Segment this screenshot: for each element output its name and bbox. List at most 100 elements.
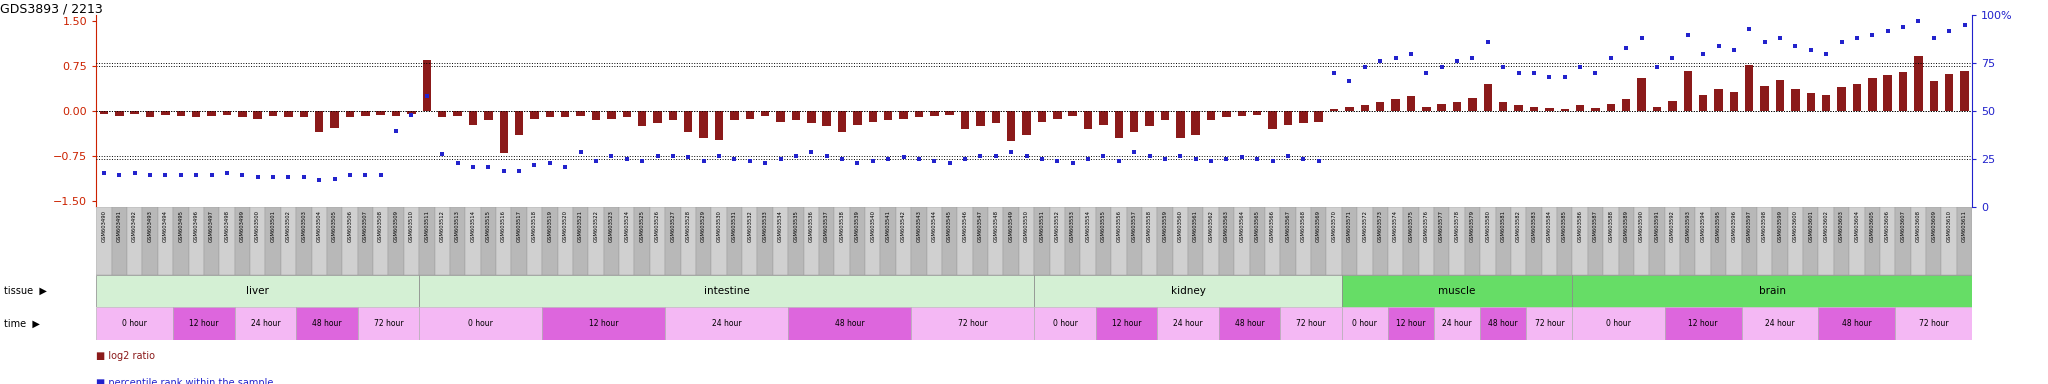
Point bbox=[164, 172, 197, 178]
Point bbox=[1149, 156, 1182, 162]
Bar bbox=[207, 111, 215, 116]
Text: GSM603539: GSM603539 bbox=[854, 210, 860, 242]
Point bbox=[1040, 158, 1073, 164]
Bar bbox=[1358, 207, 1372, 275]
Bar bbox=[469, 111, 477, 124]
Text: GSM603556: GSM603556 bbox=[1116, 210, 1122, 242]
Point bbox=[272, 174, 305, 180]
Point bbox=[764, 156, 797, 162]
Bar bbox=[899, 111, 907, 119]
Text: GSM603606: GSM603606 bbox=[1884, 210, 1890, 242]
Bar bbox=[96, 307, 174, 340]
Bar bbox=[1268, 111, 1276, 129]
Point bbox=[1702, 43, 1735, 49]
Point bbox=[211, 170, 244, 176]
Bar bbox=[358, 307, 420, 340]
Point bbox=[934, 160, 967, 166]
Text: 48 hour: 48 hour bbox=[1489, 319, 1518, 328]
Bar bbox=[1249, 207, 1266, 275]
Bar bbox=[1837, 88, 1845, 111]
Text: 24 hour: 24 hour bbox=[1174, 319, 1202, 328]
Point bbox=[1194, 158, 1227, 164]
Point bbox=[1595, 55, 1628, 61]
Bar bbox=[1438, 104, 1446, 111]
Bar bbox=[653, 111, 662, 123]
Text: GSM603599: GSM603599 bbox=[1778, 210, 1782, 242]
Text: GSM603548: GSM603548 bbox=[993, 210, 997, 242]
Bar bbox=[573, 207, 588, 275]
Text: kidney: kidney bbox=[1171, 286, 1206, 296]
Bar bbox=[281, 207, 297, 275]
Bar bbox=[776, 111, 784, 122]
Bar bbox=[545, 111, 555, 117]
Bar bbox=[854, 111, 862, 124]
Point bbox=[1440, 58, 1473, 65]
Text: GSM603581: GSM603581 bbox=[1501, 210, 1505, 242]
Bar bbox=[1757, 207, 1772, 275]
Bar bbox=[219, 207, 236, 275]
Bar bbox=[1544, 108, 1554, 111]
Text: GSM603513: GSM603513 bbox=[455, 210, 461, 242]
Bar bbox=[1915, 56, 1923, 111]
Text: GSM603598: GSM603598 bbox=[1761, 210, 1767, 242]
Point bbox=[549, 164, 582, 170]
Text: GSM603516: GSM603516 bbox=[502, 210, 506, 242]
Bar bbox=[193, 111, 201, 118]
Point bbox=[719, 156, 752, 162]
Point bbox=[1456, 55, 1489, 61]
Bar bbox=[1894, 207, 1911, 275]
Text: GSM603595: GSM603595 bbox=[1716, 210, 1720, 242]
Bar bbox=[408, 111, 416, 114]
Text: GSM603597: GSM603597 bbox=[1747, 210, 1751, 242]
Bar bbox=[956, 207, 973, 275]
Bar bbox=[1946, 74, 1954, 111]
Text: GSM603521: GSM603521 bbox=[578, 210, 584, 242]
Bar bbox=[1018, 207, 1034, 275]
Point bbox=[256, 174, 289, 180]
Bar bbox=[1391, 99, 1401, 111]
Point bbox=[1317, 70, 1350, 76]
Text: tissue  ▶: tissue ▶ bbox=[4, 286, 47, 296]
Bar bbox=[1649, 207, 1665, 275]
Point bbox=[242, 174, 274, 180]
Bar bbox=[911, 307, 1034, 340]
Text: 48 hour: 48 hour bbox=[836, 319, 864, 328]
Text: GSM603540: GSM603540 bbox=[870, 210, 874, 242]
Text: ■ log2 ratio: ■ log2 ratio bbox=[96, 351, 156, 361]
Bar bbox=[1069, 111, 1077, 116]
Text: GSM603563: GSM603563 bbox=[1225, 210, 1229, 242]
Bar bbox=[1956, 207, 1972, 275]
Bar bbox=[1096, 207, 1112, 275]
Bar bbox=[1329, 109, 1337, 111]
Text: GSM603500: GSM603500 bbox=[256, 210, 260, 242]
Point bbox=[532, 160, 565, 166]
Bar bbox=[1434, 207, 1450, 275]
Bar bbox=[422, 60, 430, 111]
Bar bbox=[942, 207, 956, 275]
Bar bbox=[727, 207, 741, 275]
Text: GSM603505: GSM603505 bbox=[332, 210, 338, 242]
Text: GSM603605: GSM603605 bbox=[1870, 210, 1874, 242]
Point bbox=[1841, 35, 1874, 41]
Text: GSM603531: GSM603531 bbox=[731, 210, 737, 242]
Point bbox=[1470, 39, 1503, 45]
Point bbox=[457, 164, 489, 170]
Text: 0 hour: 0 hour bbox=[123, 319, 147, 328]
Bar bbox=[715, 111, 723, 140]
Bar bbox=[1679, 207, 1696, 275]
Point bbox=[1626, 35, 1659, 41]
Bar bbox=[666, 207, 680, 275]
Bar bbox=[174, 207, 188, 275]
Text: GSM603491: GSM603491 bbox=[117, 210, 121, 242]
Point bbox=[1518, 70, 1550, 76]
Bar bbox=[1741, 207, 1757, 275]
Bar bbox=[1360, 105, 1368, 111]
Bar bbox=[1591, 108, 1599, 111]
Text: GSM603501: GSM603501 bbox=[270, 210, 276, 242]
Text: GSM603577: GSM603577 bbox=[1440, 210, 1444, 242]
Bar bbox=[1004, 207, 1018, 275]
Point bbox=[1102, 158, 1135, 164]
Bar bbox=[1618, 207, 1634, 275]
Text: GSM603530: GSM603530 bbox=[717, 210, 721, 242]
Bar bbox=[1483, 84, 1493, 111]
